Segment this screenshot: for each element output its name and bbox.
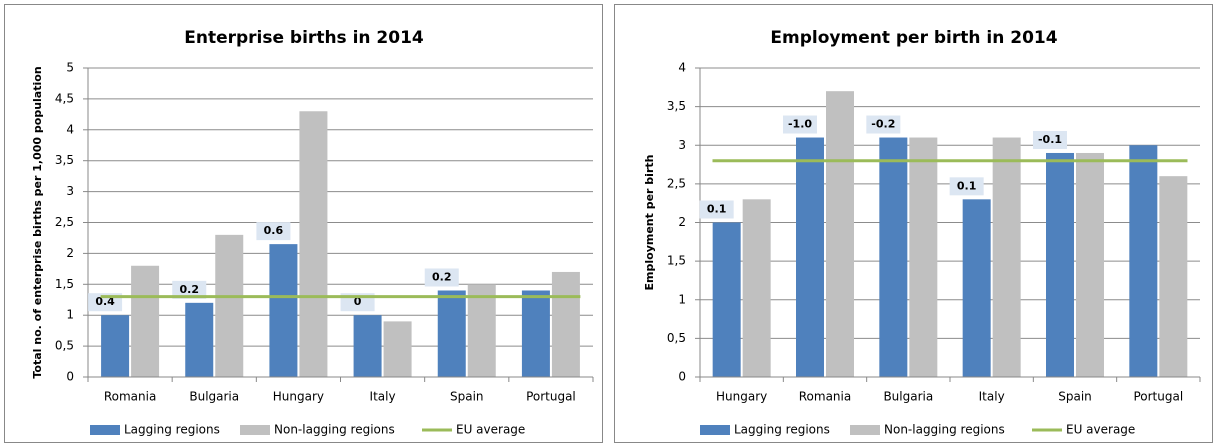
bar: [215, 234, 244, 377]
legend-label: Lagging regions: [734, 423, 830, 437]
bar-label: -1.0: [788, 118, 812, 131]
legend-label: Lagging regions: [124, 423, 220, 437]
bar: [353, 315, 382, 377]
bar: [992, 137, 1021, 377]
bar-label: -0.1: [1038, 133, 1062, 146]
y-tick-label: 4,5: [55, 91, 74, 105]
bar-label: 0.6: [264, 224, 284, 237]
y-tick-label: 4: [678, 61, 686, 75]
bar: [299, 111, 328, 377]
y-tick-label: 0,5: [667, 331, 686, 345]
x-tick-label: Portugal: [1133, 390, 1183, 404]
bar: [1076, 152, 1104, 377]
legend-label: EU average: [456, 423, 525, 437]
bar: [269, 244, 298, 377]
legend-swatch: [240, 425, 270, 435]
bar: [1159, 176, 1188, 377]
bar-label-box: [783, 115, 817, 134]
bar-label: 0: [354, 295, 362, 308]
bar: [437, 290, 466, 377]
x-tick-label: Hungary: [716, 390, 767, 404]
y-tick-label: 2,5: [55, 215, 74, 229]
y-tick-label: 1: [66, 308, 74, 322]
bar-label-box: [256, 222, 291, 241]
bar: [521, 290, 550, 377]
y-tick-label: 4: [66, 122, 74, 136]
bar-label: 0.2: [432, 270, 452, 283]
x-tick-label: Romania: [799, 390, 851, 404]
bar-label-box: [699, 200, 734, 219]
bar-label: 0.4: [95, 295, 115, 308]
x-tick-label: Spain: [450, 390, 484, 404]
y-tick-label: 0: [66, 370, 74, 384]
bar: [551, 271, 580, 377]
x-tick-label: Spain: [1058, 390, 1092, 404]
bar-label-box: [424, 268, 459, 287]
bar-label-box: [172, 280, 207, 299]
chart-title: Employment per birth in 2014: [770, 28, 1057, 48]
y-axis-label: Employment per birth: [643, 155, 656, 291]
legend-swatch: [850, 425, 880, 435]
legend-label: Non-lagging regions: [274, 423, 395, 437]
x-tick-label: Romania: [104, 390, 156, 404]
bar: [185, 302, 214, 377]
bar-label: 0.1: [707, 203, 727, 216]
bar: [742, 199, 771, 377]
y-tick-label: 0: [678, 370, 686, 384]
bar-label-box: [1033, 130, 1067, 149]
y-tick-label: 5: [66, 61, 74, 75]
bar-label-box: [866, 115, 901, 134]
bar: [796, 137, 824, 377]
legend-swatch: [90, 425, 120, 435]
legend-label: Non-lagging regions: [884, 423, 1005, 437]
y-tick-label: 3,5: [55, 153, 74, 167]
x-tick-label: Italy: [979, 390, 1005, 404]
x-tick-label: Bulgaria: [189, 390, 239, 404]
y-tick-label: 2: [678, 215, 686, 229]
chart-title: Enterprise births in 2014: [184, 28, 424, 48]
y-tick-label: 2: [66, 246, 74, 260]
bar-label: 0.2: [180, 283, 200, 296]
bar: [962, 199, 991, 377]
x-tick-label: Portugal: [526, 390, 576, 404]
bar-label: 0.1: [957, 179, 977, 192]
x-tick-label: Bulgaria: [883, 390, 933, 404]
y-tick-label: 1: [678, 292, 686, 306]
y-tick-label: 0,5: [55, 339, 74, 353]
bar: [1129, 145, 1158, 377]
bar: [879, 137, 908, 377]
y-tick-label: 3: [678, 138, 686, 152]
y-tick-label: 3: [66, 184, 74, 198]
bar: [131, 265, 160, 377]
x-tick-label: Italy: [370, 390, 396, 404]
y-tick-label: 2,5: [667, 176, 686, 190]
bar: [101, 315, 130, 377]
bar: [826, 91, 854, 378]
x-tick-label: Hungary: [273, 390, 324, 404]
bar: [467, 284, 496, 377]
legend-swatch: [700, 425, 730, 435]
bar-label: -0.2: [871, 118, 895, 131]
bar: [383, 321, 412, 377]
y-tick-label: 3,5: [667, 99, 686, 113]
legend-label: EU average: [1066, 423, 1135, 437]
bar: [1046, 152, 1074, 377]
bar-label-box: [949, 177, 984, 196]
bar: [712, 222, 741, 377]
bar: [909, 137, 938, 377]
y-axis-label: Total no. of enterprise births per 1,000…: [31, 66, 44, 378]
y-tick-label: 1,5: [55, 277, 74, 291]
y-tick-label: 1,5: [667, 254, 686, 268]
